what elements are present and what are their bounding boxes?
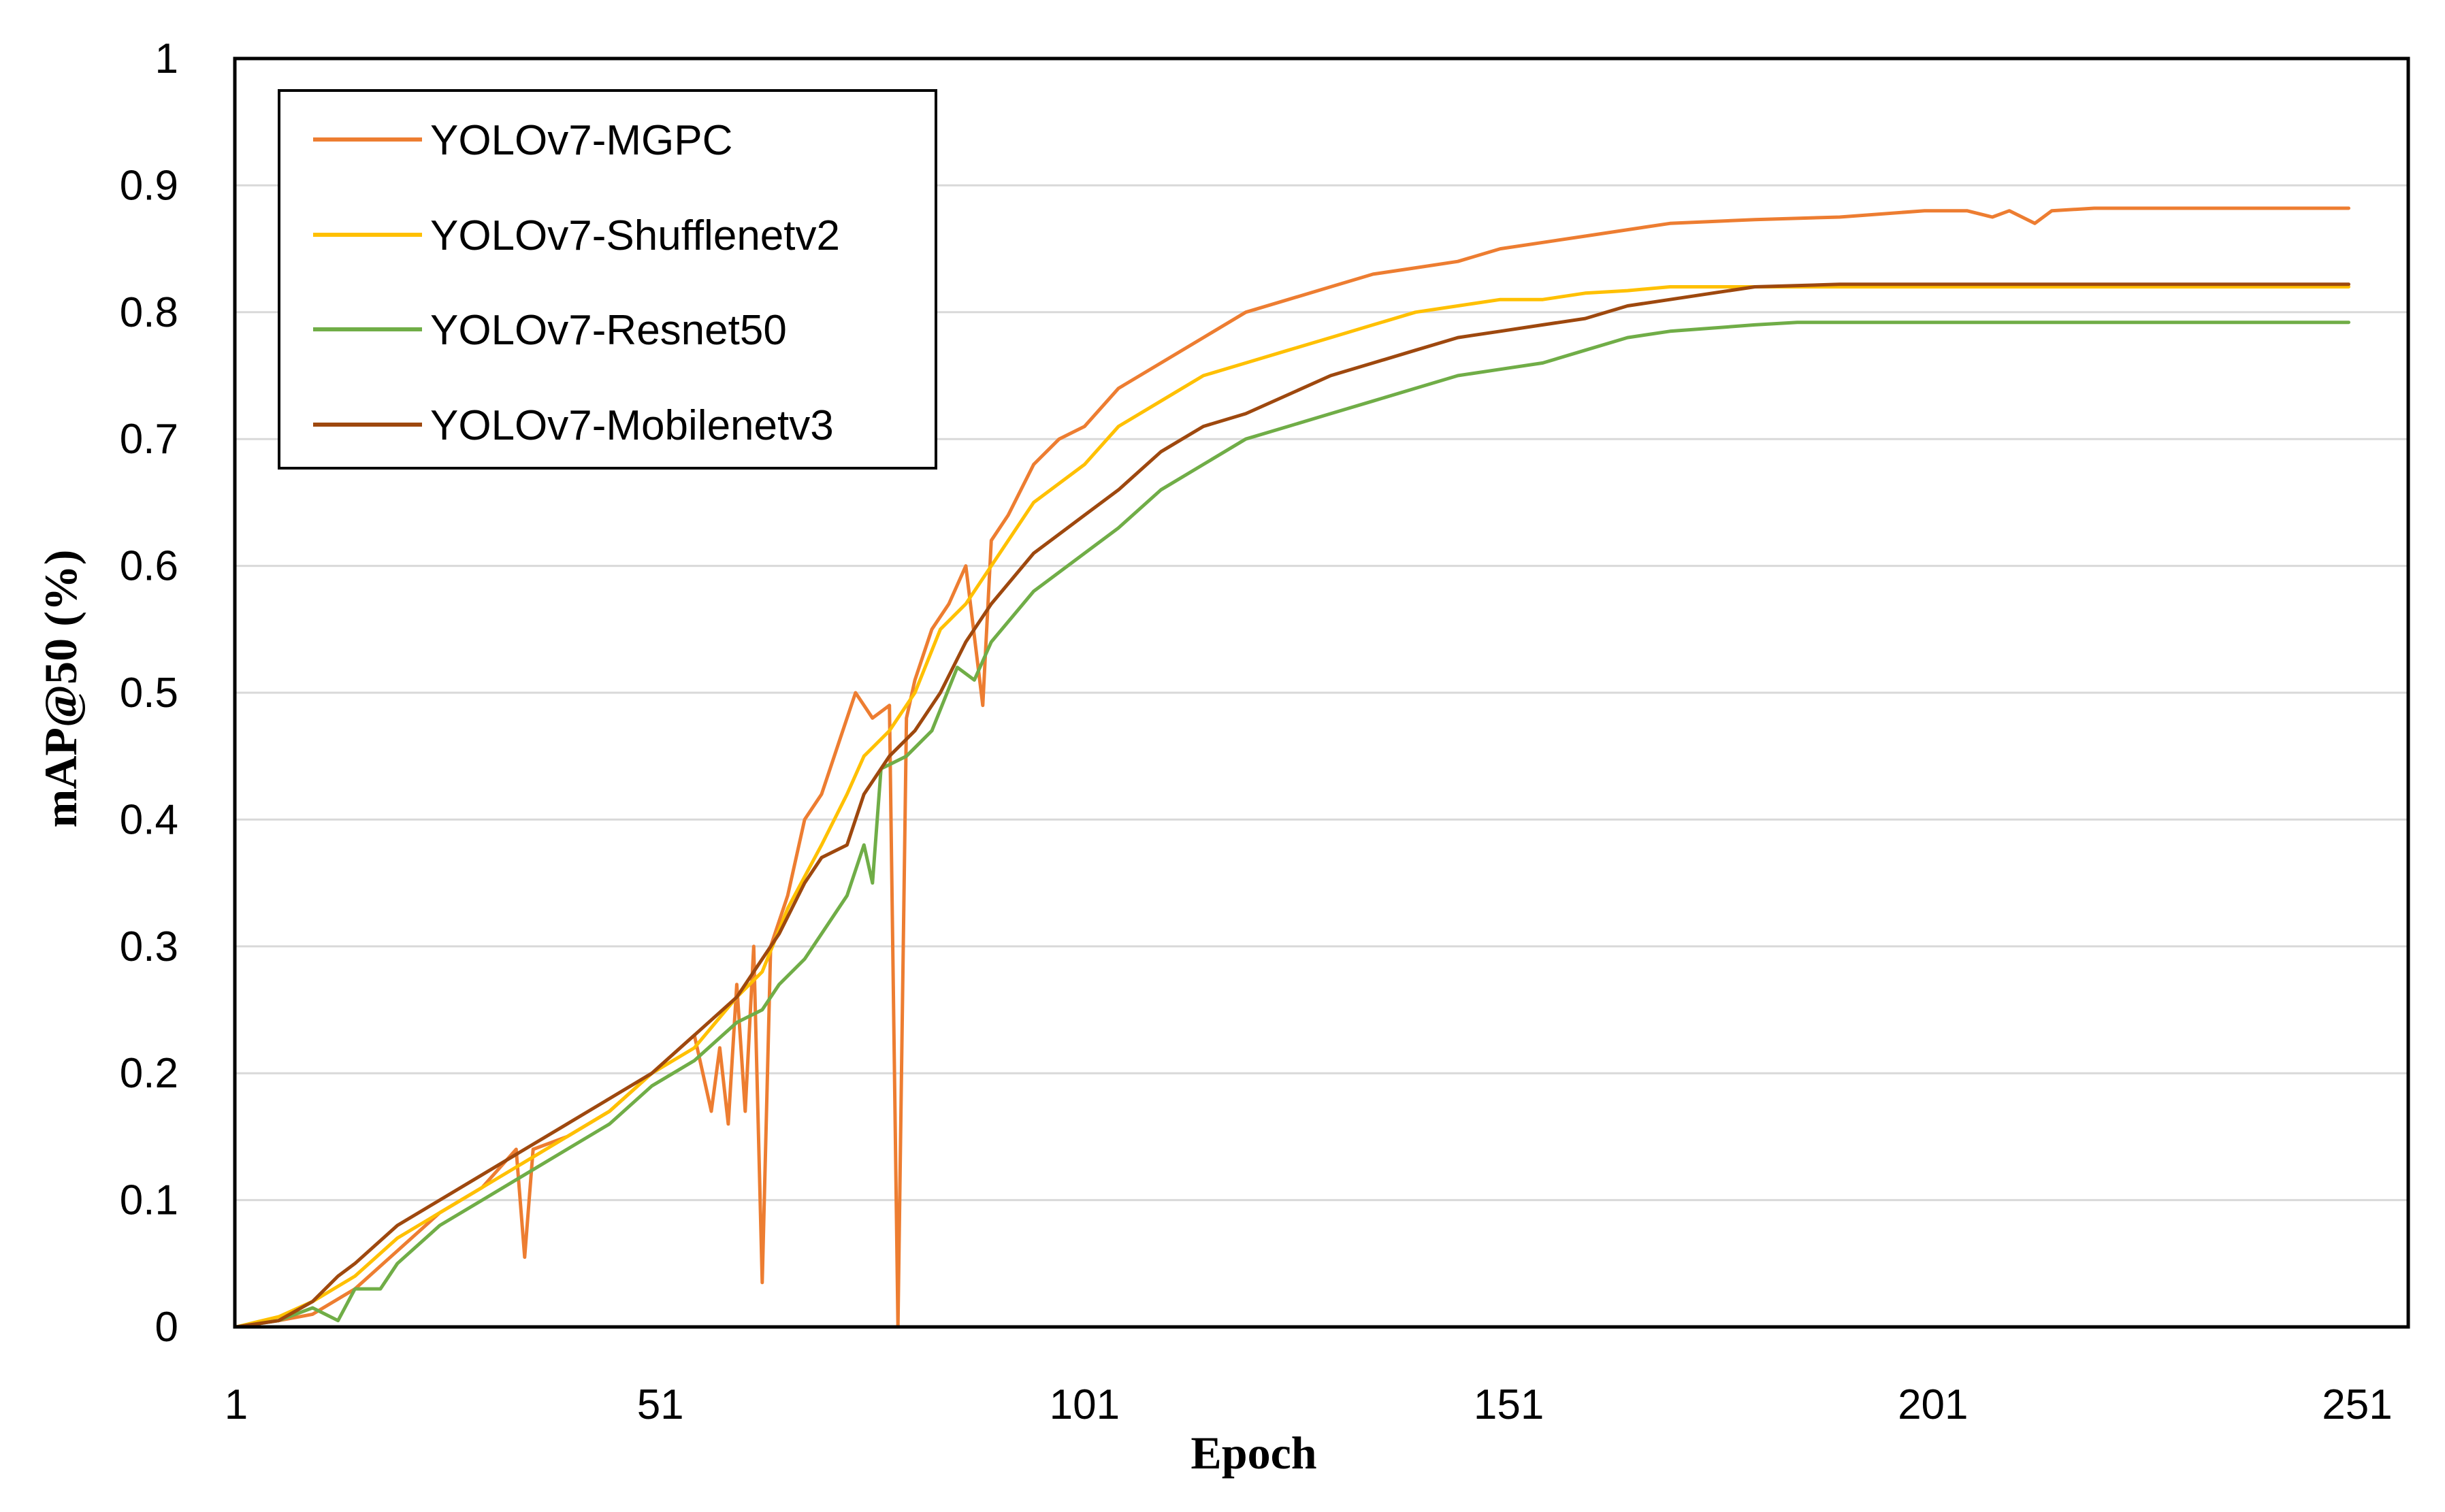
y-tick-label: 0.9	[120, 162, 178, 209]
legend-label: YOLOv7-Shufflenetv2	[430, 212, 840, 259]
series-line-2	[234, 285, 2350, 1329]
y-tick-label: 0.4	[120, 796, 178, 843]
y-tick-label: 0.7	[120, 416, 178, 463]
y-tick-label: 1	[155, 35, 178, 82]
legend-label: YOLOv7-MGPC	[430, 117, 732, 164]
y-axis-ticks: 0 0.1 0.2 0.3 0.4 0.5 0.6 0.7 0.8 0.9 1	[120, 35, 178, 1351]
series-line-4	[234, 282, 2350, 1329]
legend-box	[278, 89, 937, 470]
x-tick-label: 101	[1050, 1381, 1120, 1428]
y-axis-title: mAP@50 (%)	[35, 550, 86, 828]
y-tick-label: 0	[155, 1304, 178, 1351]
y-tick-label: 0.2	[120, 1050, 178, 1097]
y-tick-label: 0.8	[120, 289, 178, 336]
x-axis-ticks: 1 51 101 151 201 251	[225, 1381, 2393, 1428]
y-tick-label: 0.3	[120, 923, 178, 970]
plot-area-frame	[233, 56, 2410, 1329]
x-tick-label: 151	[1474, 1381, 1544, 1428]
legend-label: YOLOv7-Resnet50	[430, 307, 787, 354]
x-tick-label: 1	[225, 1381, 248, 1428]
x-tick-label: 51	[637, 1381, 684, 1428]
y-tick-label: 0.6	[120, 543, 178, 590]
legend-label: YOLOv7-Mobilenetv3	[430, 402, 834, 449]
y-tick-label: 0.1	[120, 1177, 178, 1224]
y-tick-label: 0.5	[120, 670, 178, 717]
series-lines	[234, 206, 2350, 1329]
x-axis-title: Epoch	[1191, 1427, 1316, 1479]
x-tick-label: 251	[2322, 1381, 2392, 1428]
x-tick-label: 201	[1898, 1381, 1968, 1428]
series-line-3	[234, 321, 2350, 1329]
legend: YOLOv7-MGPC YOLOv7-Shufflenetv2 YOLOv7-Res…	[278, 89, 937, 470]
